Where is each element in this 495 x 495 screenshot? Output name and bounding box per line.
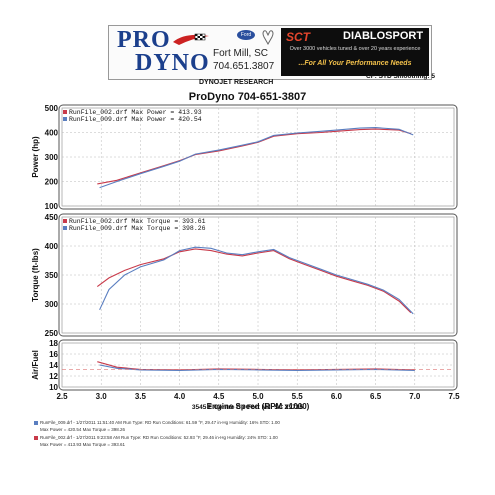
y-tick-label-2-3: 16 — [49, 350, 58, 359]
run-002-maxima: Max Power = 413.93 Max Torque = 393.61 — [40, 442, 125, 447]
run-009-swatch — [34, 421, 38, 425]
y-tick-label-0-2: 300 — [45, 153, 59, 162]
y-tick-label-2-4: 18 — [49, 339, 58, 348]
chart-title: ProDyno 704-651-3807 — [188, 91, 307, 103]
prodyno-logo-bottom: DYNO — [135, 50, 210, 76]
legend-entry-0-0: RunFile_002.drf Max Power = 413.93 — [69, 109, 202, 116]
y-tick-label-1-3: 400 — [45, 242, 59, 251]
y-tick-label-2-2: 14 — [49, 361, 58, 370]
dynojet-label: DYNOJET RESEARCH — [199, 79, 274, 86]
x-tick-label-4: 4.5 — [213, 392, 225, 401]
legend-swatch-1-0 — [63, 219, 67, 223]
run-002-details: RunFile_002.drf - 1/27/2011 9:23:58 AM R… — [40, 435, 278, 440]
prodyno-logo-top: PRO — [117, 27, 171, 53]
legend-entry-0-1: RunFile_009.drf Max Power = 420.54 — [69, 116, 202, 123]
sct-logo: SCT — [286, 30, 310, 44]
x-tick-label-0: 2.5 — [56, 392, 68, 401]
legend-swatch-0-1 — [63, 117, 67, 121]
run-009-details: RunFile_009.drf - 1/27/2011 11:51:40 AM … — [40, 420, 280, 425]
y-tick-label-0-4: 500 — [45, 104, 59, 113]
y-tick-label-0-0: 100 — [45, 202, 59, 211]
x-tick-label-1: 3.0 — [96, 392, 108, 401]
x-tick-label-8: 6.5 — [370, 392, 382, 401]
x-tick-label-3: 4.0 — [174, 392, 186, 401]
x-tick-label-2: 3.5 — [135, 392, 147, 401]
series-line-1-0 — [96, 248, 412, 314]
shop-phone: 704.651.3807 — [213, 61, 275, 72]
y-axis-label-2: Air/Fuel — [31, 350, 40, 380]
x-tick-label-7: 6.0 — [331, 392, 343, 401]
legend-entry-1-1: RunFile_009.drf Max Torque = 398.26 — [69, 225, 206, 232]
y-tick-label-1-4: 450 — [45, 213, 59, 222]
sponsor-panel: SCT DIABLOSPORT Over 3000 vehicles tuned… — [281, 28, 429, 76]
legend-swatch-0-0 — [63, 110, 67, 114]
sponsor-tagline: Over 3000 vehicles tuned & over 20 years… — [289, 46, 421, 52]
correction-factor-info: CF: STD Smoothing: 5 — [366, 73, 435, 80]
diablosport-logo: DIABLOSPORT — [343, 30, 424, 42]
y-axis-label-0: Power (hp) — [31, 136, 40, 178]
run-002-swatch — [34, 436, 38, 440]
ford-logo-icon: Ford — [237, 30, 255, 40]
y-tick-label-2-0: 10 — [49, 383, 58, 392]
shop-city: Fort Mill, SC — [213, 48, 268, 59]
y-tick-label-1-1: 300 — [45, 300, 59, 309]
y-tick-label-1-0: 250 — [45, 329, 59, 338]
legend-entry-1-0: RunFile_002.drf Max Torque = 393.61 — [69, 218, 206, 225]
flag-swoosh-icon — [173, 33, 209, 45]
x-tick-label-9: 7.0 — [409, 392, 421, 401]
legend-swatch-1-1 — [63, 226, 67, 230]
y-tick-label-2-1: 12 — [49, 372, 58, 381]
x-tick-label-6: 5.5 — [292, 392, 304, 401]
sponsor-slogan: ...For All Your Performance Needs — [298, 60, 412, 67]
x-axis-label: Engine Speed (RPM x1000) — [207, 402, 310, 411]
shop-address: 3545 F Centre Cir Fort Mill SC 29715 — [191, 404, 304, 411]
x-tick-label-5: 5.0 — [252, 392, 264, 401]
y-tick-label-0-3: 400 — [45, 129, 59, 138]
header-banner: PRO DYNO Fort Mill, SC 704.651.3807 Ford… — [108, 25, 432, 80]
x-tick-label-10: 7.5 — [448, 392, 460, 401]
run-009-maxima: Max Power = 420.54 Max Torque = 398.26 — [40, 427, 125, 432]
series-line-1-1 — [99, 246, 414, 315]
series-line-0-1 — [99, 127, 414, 189]
ram-logo-icon — [262, 30, 274, 45]
y-tick-label-1-2: 350 — [45, 271, 59, 280]
y-axis-label-1: Torque (ft-lbs) — [31, 248, 40, 302]
y-tick-label-0-1: 200 — [45, 178, 59, 187]
